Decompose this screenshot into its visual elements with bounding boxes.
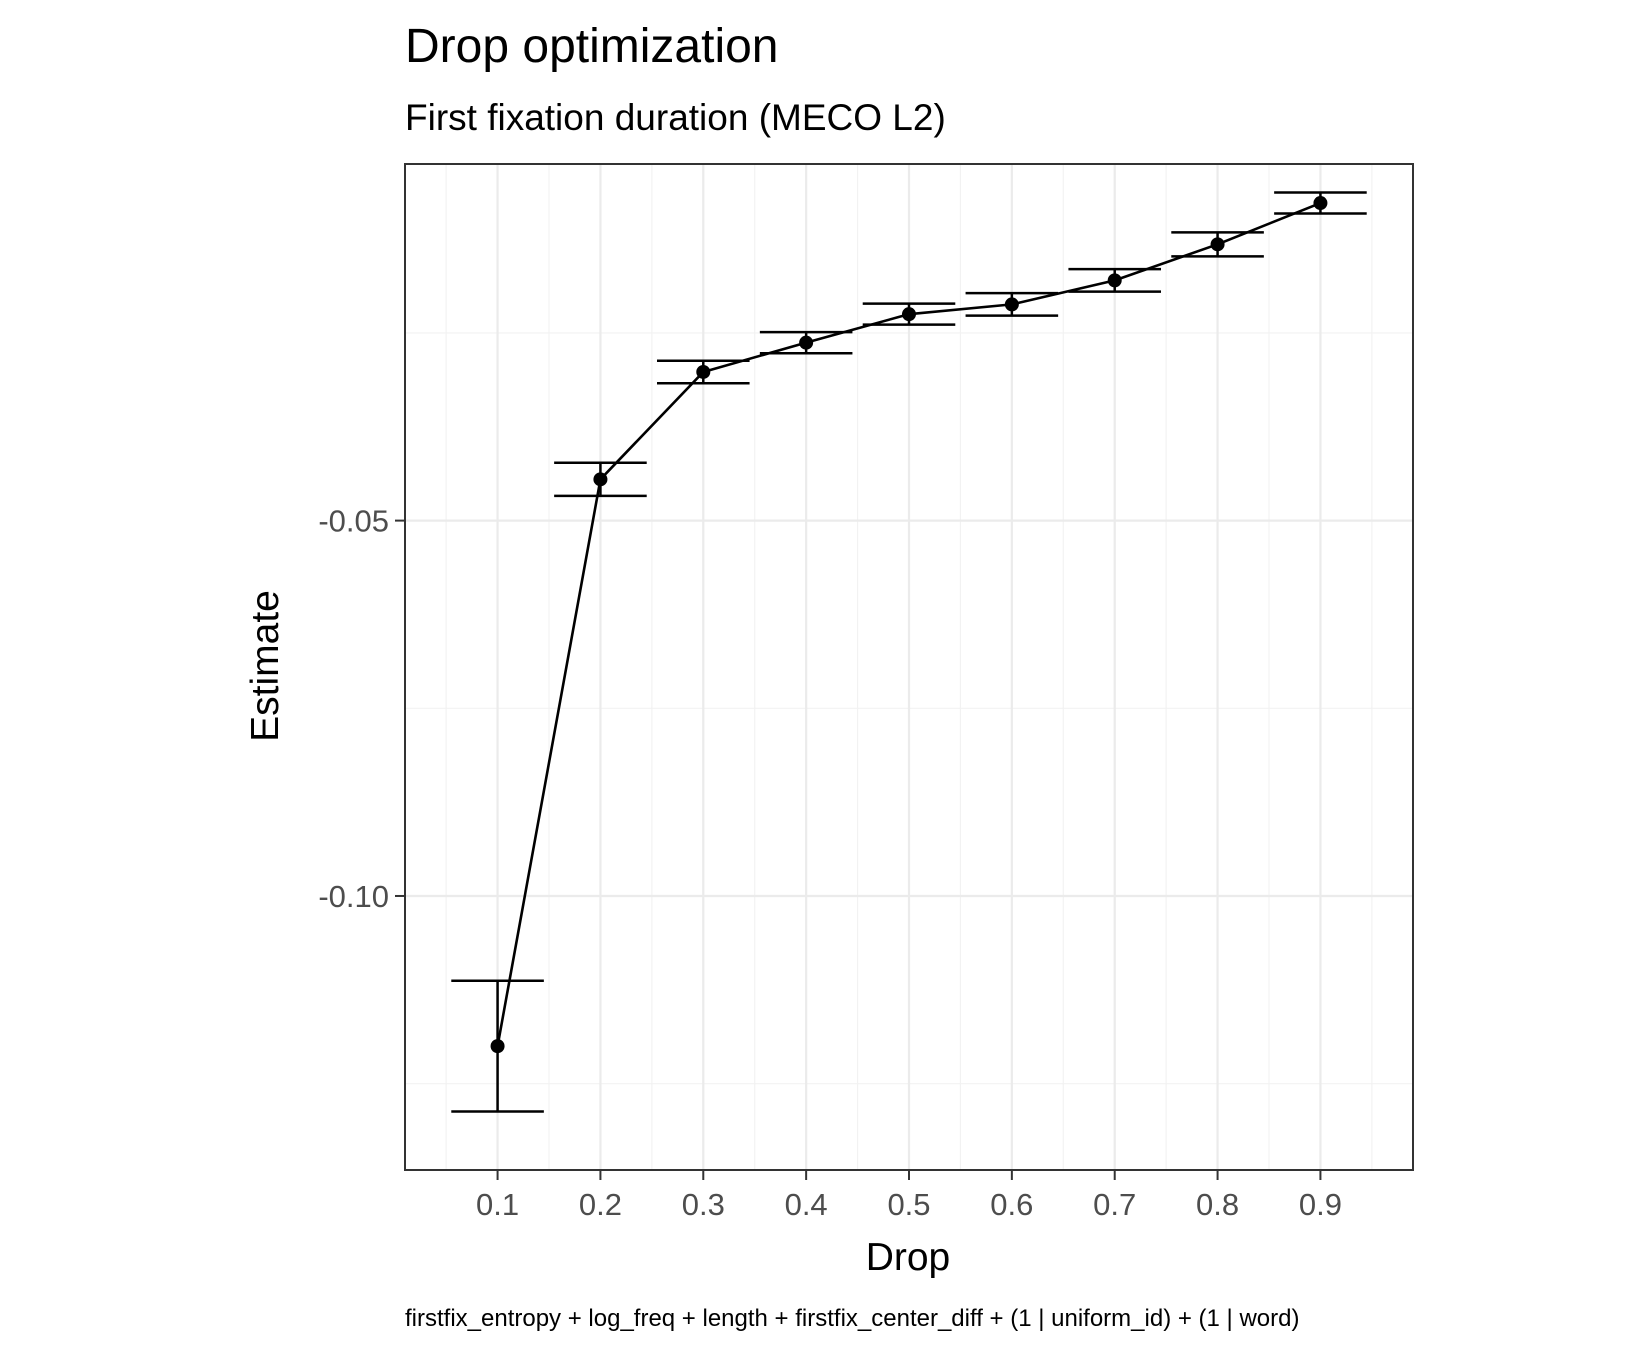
data-point [1004,297,1019,312]
x-tick-label: 0.1 [476,1187,519,1222]
x-tick-label: 0.7 [1093,1187,1136,1222]
data-point [1313,196,1328,211]
data-point [902,307,916,322]
x-tick-label: 0.6 [990,1187,1033,1222]
data-point [490,1039,505,1054]
y-tick-label: -0.10 [318,879,389,914]
x-tick-label: 0.2 [579,1187,622,1222]
data-point [696,364,711,379]
x-tick-label: 0.4 [785,1187,828,1222]
major-gridlines [405,164,1413,1170]
x-tick-label: 0.8 [1196,1187,1239,1222]
x-tick-label: 0.3 [682,1187,725,1222]
data-point [1210,237,1225,252]
chart-title: Drop optimization [405,20,779,73]
data-point [1107,273,1122,288]
y-tick-label: -0.05 [318,504,389,539]
chart-subtitle: First fixation duration (MECO L2) [405,97,946,138]
data-points [490,196,1328,1054]
y-axis-title: Estimate [244,590,287,742]
data-point [593,472,608,487]
x-tick-label: 0.9 [1299,1187,1342,1222]
chart-caption: firstfix_entropy + log_freq + length + f… [405,1305,1299,1332]
x-axis-title: Drop [866,1236,951,1279]
data-point [799,335,814,350]
x-axis-ticks: 0.1 0.2 0.3 0.4 0.5 0.6 0.7 0.8 0.9 [476,1170,1342,1222]
y-axis-ticks: -0.05 -0.10 [318,504,405,914]
x-tick-label: 0.5 [887,1187,930,1222]
